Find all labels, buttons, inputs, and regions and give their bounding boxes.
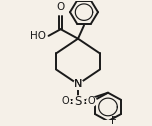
Text: O: O — [87, 96, 95, 106]
Text: F: F — [111, 116, 117, 126]
Text: O: O — [57, 2, 65, 12]
Text: N: N — [74, 79, 82, 89]
Text: S: S — [74, 95, 82, 108]
Text: HO: HO — [29, 31, 46, 41]
Text: O: O — [61, 96, 69, 106]
Text: N: N — [74, 79, 82, 89]
